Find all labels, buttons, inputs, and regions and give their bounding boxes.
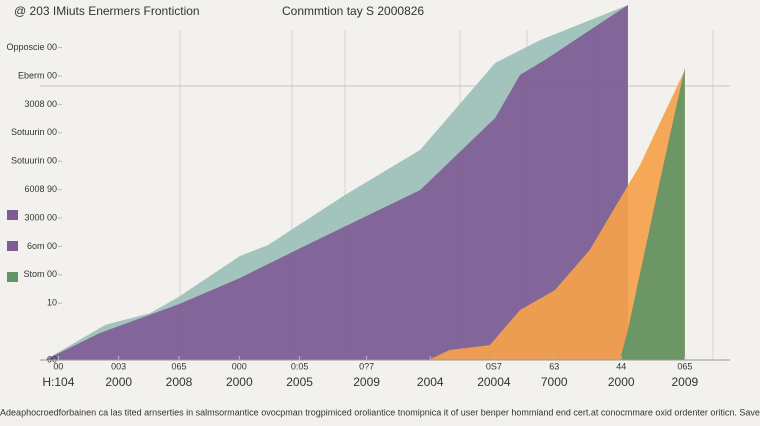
x-tick-label: 7000 [541,375,568,389]
x-tick-sublabel: 065 [171,361,186,371]
y-tick-label: Sotuurin 00 [11,127,57,137]
x-tick-label: 2000 [226,375,253,389]
chart-title: @ 203 IMiuts Enermers Frontiction [14,4,200,18]
y-tick-label: Opposcie 00 [6,42,57,52]
x-tick-label: 2008 [166,375,193,389]
x-tick-label: 2000 [105,375,132,389]
x-tick-label: 2000 [608,375,635,389]
x-tick-sublabel: 63 [549,361,559,371]
x-tick-sublabel: 000 [232,361,247,371]
area [428,69,685,360]
y-tick-label: 3008 00 [24,99,57,109]
x-tick-label: 20004 [477,375,511,389]
footer: Adeaphocroedforbainen ca las tited arnse… [0,407,760,417]
y-tick-label: Sotuurin 00 [11,156,57,166]
x-tick-sublabel: 0S7 [486,361,502,371]
y-tick-label: Eberm 00 [18,70,57,80]
legend-swatch [7,272,18,282]
x-tick-label: H:104 [42,375,74,389]
area [619,67,685,361]
legend-swatch [7,241,18,251]
x-tick-sublabel: 065 [677,361,692,371]
area [45,5,628,360]
plot [45,5,685,361]
y-tick-label: 00 [47,354,57,364]
x-tick-label: 2009 [671,375,698,389]
x-tick-label: 2004 [417,375,444,389]
x-tick-sublabel: 44 [616,361,626,371]
y-tick-label: Stom 00 [23,269,57,279]
legend-swatch [7,210,18,220]
x-tick-sublabel: 0?7 [359,361,374,371]
chart-subtitle: Conmmtion tay S 2000826 [282,4,424,18]
x-tick-sublabel: 003 [111,361,126,371]
y-tick-label: 6008 90 [24,184,57,194]
y-tick-label: 3000 00 [24,212,57,222]
x-tick-label: 2005 [286,375,313,389]
x-tick-label: 2009 [353,375,380,389]
x-tick-sublabel: 0:05 [291,361,309,371]
y-tick-label: 6om 00 [27,241,57,251]
y-tick-label: 10 [47,298,57,308]
x-tick-sublabel: 00 [53,361,63,371]
